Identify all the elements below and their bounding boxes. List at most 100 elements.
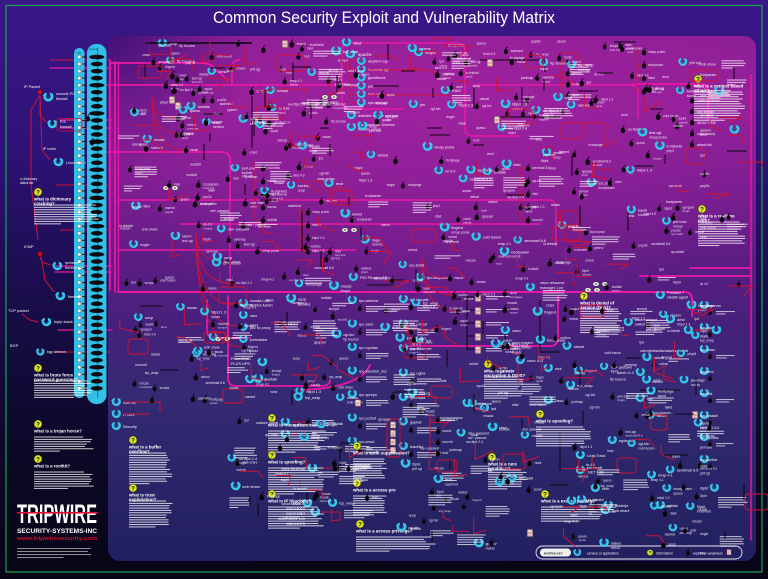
svg-text:bootparam: bootparam [511, 250, 529, 254]
svg-text:nfsd: nfsd [335, 250, 341, 254]
svg-text:LogicTrack: LogicTrack [587, 454, 606, 458]
svg-text:tcp_wrap: tcp_wrap [329, 375, 342, 379]
svg-text:frontpage: frontpage [557, 261, 571, 265]
svg-text:mscan: mscan [291, 145, 301, 149]
svg-text:sadmind: sadmind [597, 329, 609, 333]
svg-text:pop3d: pop3d [444, 239, 454, 243]
svg-text:imap 4.1: imap 4.1 [409, 351, 421, 355]
svg-text:httpd 1.3: httpd 1.3 [677, 323, 690, 327]
svg-text:microsoft: microsoft [587, 466, 602, 470]
svg-text:console PC: console PC [56, 92, 75, 96]
svg-text:squid: squid [286, 71, 294, 75]
svg-text:amd: amd [607, 308, 613, 312]
svg-text:sadmind: sadmind [652, 86, 664, 90]
svg-text:IP Packet: IP Packet [24, 85, 41, 89]
svg-text:ftp bounce: ftp bounce [610, 378, 626, 382]
svg-text:ftp bounce: ftp bounce [179, 44, 195, 48]
svg-text:mountd: mountd [532, 218, 543, 222]
svg-text:php3: php3 [433, 204, 440, 208]
svg-text:rexd: rexd [487, 152, 494, 156]
svg-text:what is a realtime: what is a realtime [697, 214, 735, 219]
svg-text:socks5: socks5 [186, 173, 197, 177]
svg-text:squid: squid [476, 384, 484, 388]
svg-text:exploit or weakness: exploit or weakness [693, 551, 723, 555]
svg-text:ntalk: ntalk [208, 188, 215, 192]
svg-text:perl.exe: perl.exe [618, 394, 630, 398]
svg-text:wins: wins [653, 378, 661, 382]
svg-text:website server: website server [358, 113, 384, 118]
svg-text:mscan: mscan [121, 227, 131, 231]
svg-text:firewall 6.0: firewall 6.0 [65, 266, 83, 270]
svg-text:httpd 1.3: httpd 1.3 [483, 292, 496, 296]
svg-text:uucp: uucp [496, 261, 503, 265]
svg-text:rpc.statd: rpc.statd [158, 43, 171, 47]
svg-text:ntalk: ntalk [625, 43, 632, 47]
svg-text:amd: amd [621, 113, 628, 117]
svg-text:squid: squid [271, 129, 279, 133]
svg-text:cold fusion: cold fusion [638, 447, 654, 451]
svg-text:what is a access privilege?: what is a access privilege? [355, 529, 413, 534]
svg-text:qpopper: qpopper [140, 328, 153, 332]
svg-text:bootparam: bootparam [666, 200, 682, 204]
svg-text:rpc.xato: rpc.xato [265, 433, 278, 437]
svg-text:socks5: socks5 [458, 293, 468, 297]
svg-text:cold fusion: cold fusion [474, 402, 492, 406]
svg-text:sadmind: sadmind [288, 204, 301, 208]
svg-text:imap 4.1: imap 4.1 [267, 192, 279, 196]
svg-text:uucp: uucp [298, 297, 306, 301]
svg-text:wu-ftpd 2.4: wu-ftpd 2.4 [236, 281, 252, 285]
svg-text:rwhod: rwhod [469, 362, 478, 366]
svg-text:rpc.fileserver: rpc.fileserver [410, 347, 432, 351]
svg-text:wins: wins [271, 390, 278, 394]
svg-text:snmpd: snmpd [218, 325, 227, 329]
svg-text:imap 4.1: imap 4.1 [498, 242, 511, 246]
svg-text:test-cgi: test-cgi [419, 392, 431, 396]
svg-text:httpd 1.3: httpd 1.3 [532, 205, 545, 209]
svg-text:raduis: raduis [551, 203, 561, 207]
svg-text:cgi-bin: cgi-bin [638, 442, 649, 446]
svg-text:MAX/4002: MAX/4002 [286, 506, 305, 511]
svg-text:bootparam: bootparam [311, 436, 329, 440]
svg-text:what is private: what is private [483, 369, 515, 374]
svg-text:tooltalk: tooltalk [494, 170, 506, 174]
svg-text:phf cgi: phf cgi [655, 87, 665, 91]
svg-text:in.telnetd: in.telnetd [119, 224, 133, 228]
svg-text:traceftd: traceftd [700, 392, 712, 396]
svg-text:cmsd: cmsd [586, 258, 594, 262]
svg-text:pop3d: pop3d [579, 193, 588, 197]
svg-text:snmpd: snmpd [145, 281, 155, 285]
svg-text:rpc.xaxo: rpc.xaxo [359, 323, 373, 327]
svg-text:frontpage: frontpage [658, 390, 674, 394]
svg-text:cmsd: cmsd [596, 101, 604, 105]
svg-text:rpc.cmsd: rpc.cmsd [359, 440, 374, 444]
svg-text:cold fusion: cold fusion [223, 262, 241, 266]
svg-text:netcat: netcat [695, 230, 704, 234]
svg-text:nfsd: nfsd [303, 273, 309, 277]
svg-text:bootparam: bootparam [159, 60, 175, 64]
svg-text:wins: wins [615, 180, 622, 184]
svg-text:nph-test-cgi: nph-test-cgi [368, 101, 388, 105]
svg-text:uucp: uucp [298, 188, 305, 192]
svg-text:heartbu server: heartbu server [358, 128, 382, 132]
svg-text:phf cgi: phf cgi [690, 61, 701, 65]
svg-text:innd: innd [279, 111, 286, 115]
svg-text:smb share: smb share [243, 461, 258, 465]
svg-text:smb share: smb share [347, 401, 363, 405]
svg-text:cold fusion: cold fusion [217, 55, 232, 59]
svg-text:tooltalk: tooltalk [612, 285, 623, 289]
svg-text:cisco catalyst: cisco catalyst [635, 318, 657, 322]
svg-text:bind 4.9: bind 4.9 [272, 196, 283, 200]
svg-text:File: File [700, 551, 706, 555]
svg-text:sadmind: sadmind [542, 76, 554, 80]
svg-text:msadc: msadc [512, 351, 522, 355]
svg-text:talkd: talkd [250, 204, 257, 208]
svg-text:msadc: msadc [236, 67, 246, 71]
svg-text:cmsd: cmsd [505, 350, 513, 354]
svg-text:imap 4.1: imap 4.1 [171, 83, 183, 87]
svg-text:rlogin: rlogin [135, 171, 143, 175]
svg-text:php3: php3 [668, 543, 675, 547]
svg-text:socks5: socks5 [190, 162, 201, 166]
svg-text:switch: switch [635, 323, 645, 327]
svg-text:apache: apache [358, 52, 372, 57]
svg-text:netcat: netcat [236, 468, 245, 472]
